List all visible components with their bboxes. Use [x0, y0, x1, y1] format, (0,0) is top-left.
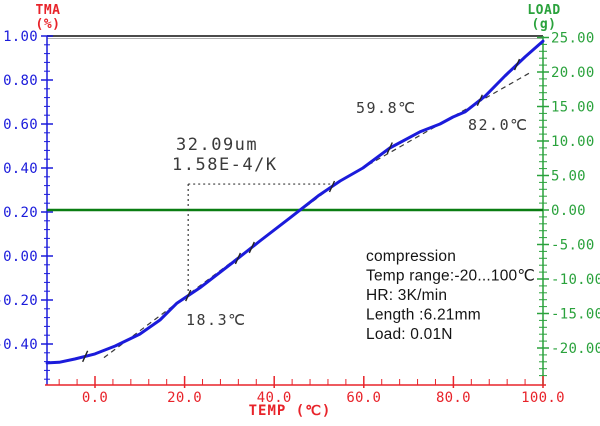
left-axis-tick-label: 0.40 [3, 161, 38, 177]
left-axis-unit: (%) [36, 17, 61, 32]
annotation-label: 1.58E-4/K [172, 155, 278, 175]
right-axis-tick-label: -5.00 [551, 238, 595, 254]
curve-data-marker [386, 142, 393, 154]
measurement-conditions-line: Load: 0.01N [366, 326, 453, 343]
measurement-conditions-line: compression [366, 248, 456, 265]
right-axis-tick-label: -10.00 [551, 272, 600, 288]
measurement-conditions-line: Temp range:-20...100℃ [366, 268, 535, 285]
right-axis-tick-label: 10.00 [551, 134, 595, 150]
annotation-label: 59.8℃ [356, 99, 416, 117]
measurement-conditions-line: Length :6.21mm [366, 307, 481, 324]
curve-data-marker [82, 350, 89, 363]
tma-curve [45, 39, 545, 365]
right-axis-tick-label: 20.00 [551, 65, 595, 81]
curve-data-marker [328, 180, 336, 193]
right-axis-tick-label: -20.00 [551, 341, 600, 357]
x-axis-tick-label: 40.0 [257, 390, 292, 406]
curve-data-marker [513, 58, 521, 71]
x-axis-tick-label: 80.0 [436, 390, 471, 406]
left-axis-tick-label: 0.00 [3, 249, 38, 265]
right-axis-tick-label: -15.00 [551, 307, 600, 323]
x-axis-tick-label: 100.0 [521, 390, 565, 406]
curve-data-marker [476, 94, 483, 107]
x-axis-tick-label: 0.0 [82, 390, 108, 406]
x-axis-title: TEMP (℃) [249, 403, 332, 419]
left-axis-tick-label: 0.20 [3, 205, 38, 221]
curve-data-marker [248, 241, 255, 254]
right-axis-title: LOAD [527, 3, 560, 18]
x-axis-tick-label: 60.0 [346, 390, 381, 406]
right-axis-tick-label: 25.00 [551, 31, 595, 47]
right-axis-unit: (g) [532, 17, 557, 32]
left-axis-tick-label: -0.40 [0, 337, 38, 353]
left-axis-tick-label: 0.60 [3, 117, 38, 133]
curve-data-marker [185, 289, 192, 302]
right-axis-tick-label: 0.00 [551, 203, 586, 219]
left-axis-tick-label: 1.00 [3, 29, 38, 45]
left-axis-tick-label: 0.80 [3, 73, 38, 89]
annotation-label: 18.3℃ [186, 311, 246, 329]
right-axis-tick-label: 15.00 [551, 100, 595, 116]
curve-data-marker [234, 252, 242, 265]
left-axis-title: TMA [36, 3, 61, 18]
annotation-label: 82.0℃ [468, 116, 528, 134]
measurement-conditions-line: HR: 3K/min [366, 287, 447, 304]
left-axis-tick-label: -0.20 [0, 293, 38, 309]
right-axis-tick-label: 5.00 [551, 169, 586, 185]
x-axis-tick-label: 20.0 [167, 390, 202, 406]
annotation-label: 32.09um [176, 135, 258, 155]
